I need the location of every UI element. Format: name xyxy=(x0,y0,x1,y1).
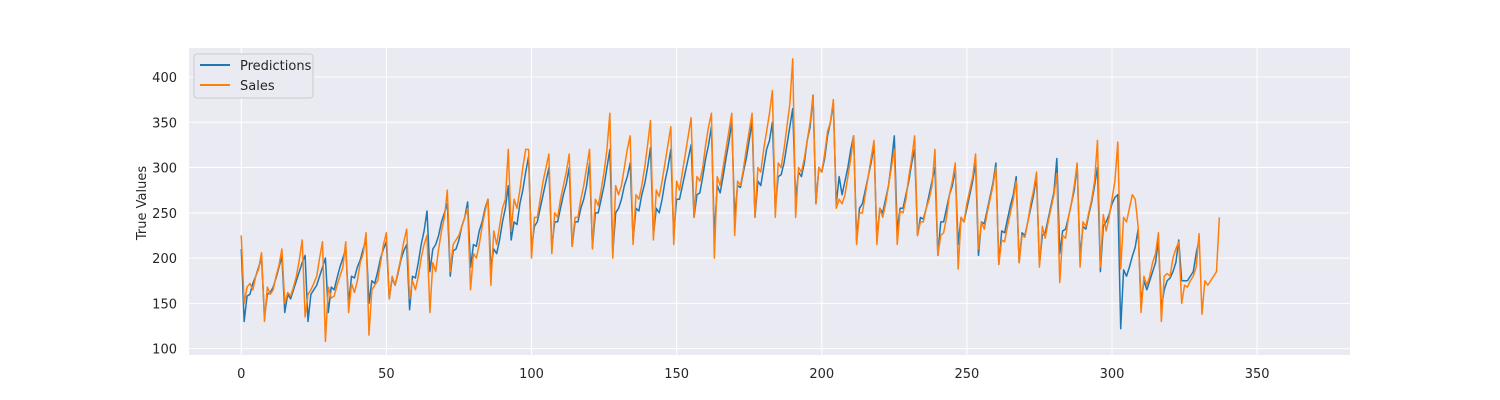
y-tick-labels: 100 150 200 250 300 350 400 xyxy=(152,71,177,358)
series-lines xyxy=(240,58,1221,343)
grid xyxy=(189,48,1350,355)
series-line-sales xyxy=(240,58,1221,343)
plot-area xyxy=(189,48,1350,355)
y-axis-label: True Values xyxy=(135,166,150,241)
y-tick-label: 350 xyxy=(152,116,177,131)
x-tick-label: 250 xyxy=(954,367,979,382)
y-tick-label: 300 xyxy=(152,162,177,177)
x-tick-label: 350 xyxy=(1245,367,1270,382)
y-tick-label: 250 xyxy=(152,207,177,222)
y-tick-label: 100 xyxy=(152,343,177,358)
legend-label-predictions: Predictions xyxy=(240,59,312,74)
x-tick-label: 200 xyxy=(809,367,834,382)
x-tick-label: 150 xyxy=(664,367,689,382)
x-tick-label: 100 xyxy=(519,367,544,382)
y-tick-label: 200 xyxy=(152,252,177,267)
x-tick-labels: 0 50 100 150 200 250 300 350 xyxy=(237,367,1269,382)
legend: Predictions Sales xyxy=(193,53,314,99)
x-tick-label: 50 xyxy=(378,367,395,382)
x-tick-label: 300 xyxy=(1100,367,1125,382)
legend-label-sales: Sales xyxy=(240,79,275,94)
y-tick-label: 400 xyxy=(152,71,177,86)
y-tick-label: 150 xyxy=(152,297,177,312)
x-tick-label: 0 xyxy=(237,367,245,382)
